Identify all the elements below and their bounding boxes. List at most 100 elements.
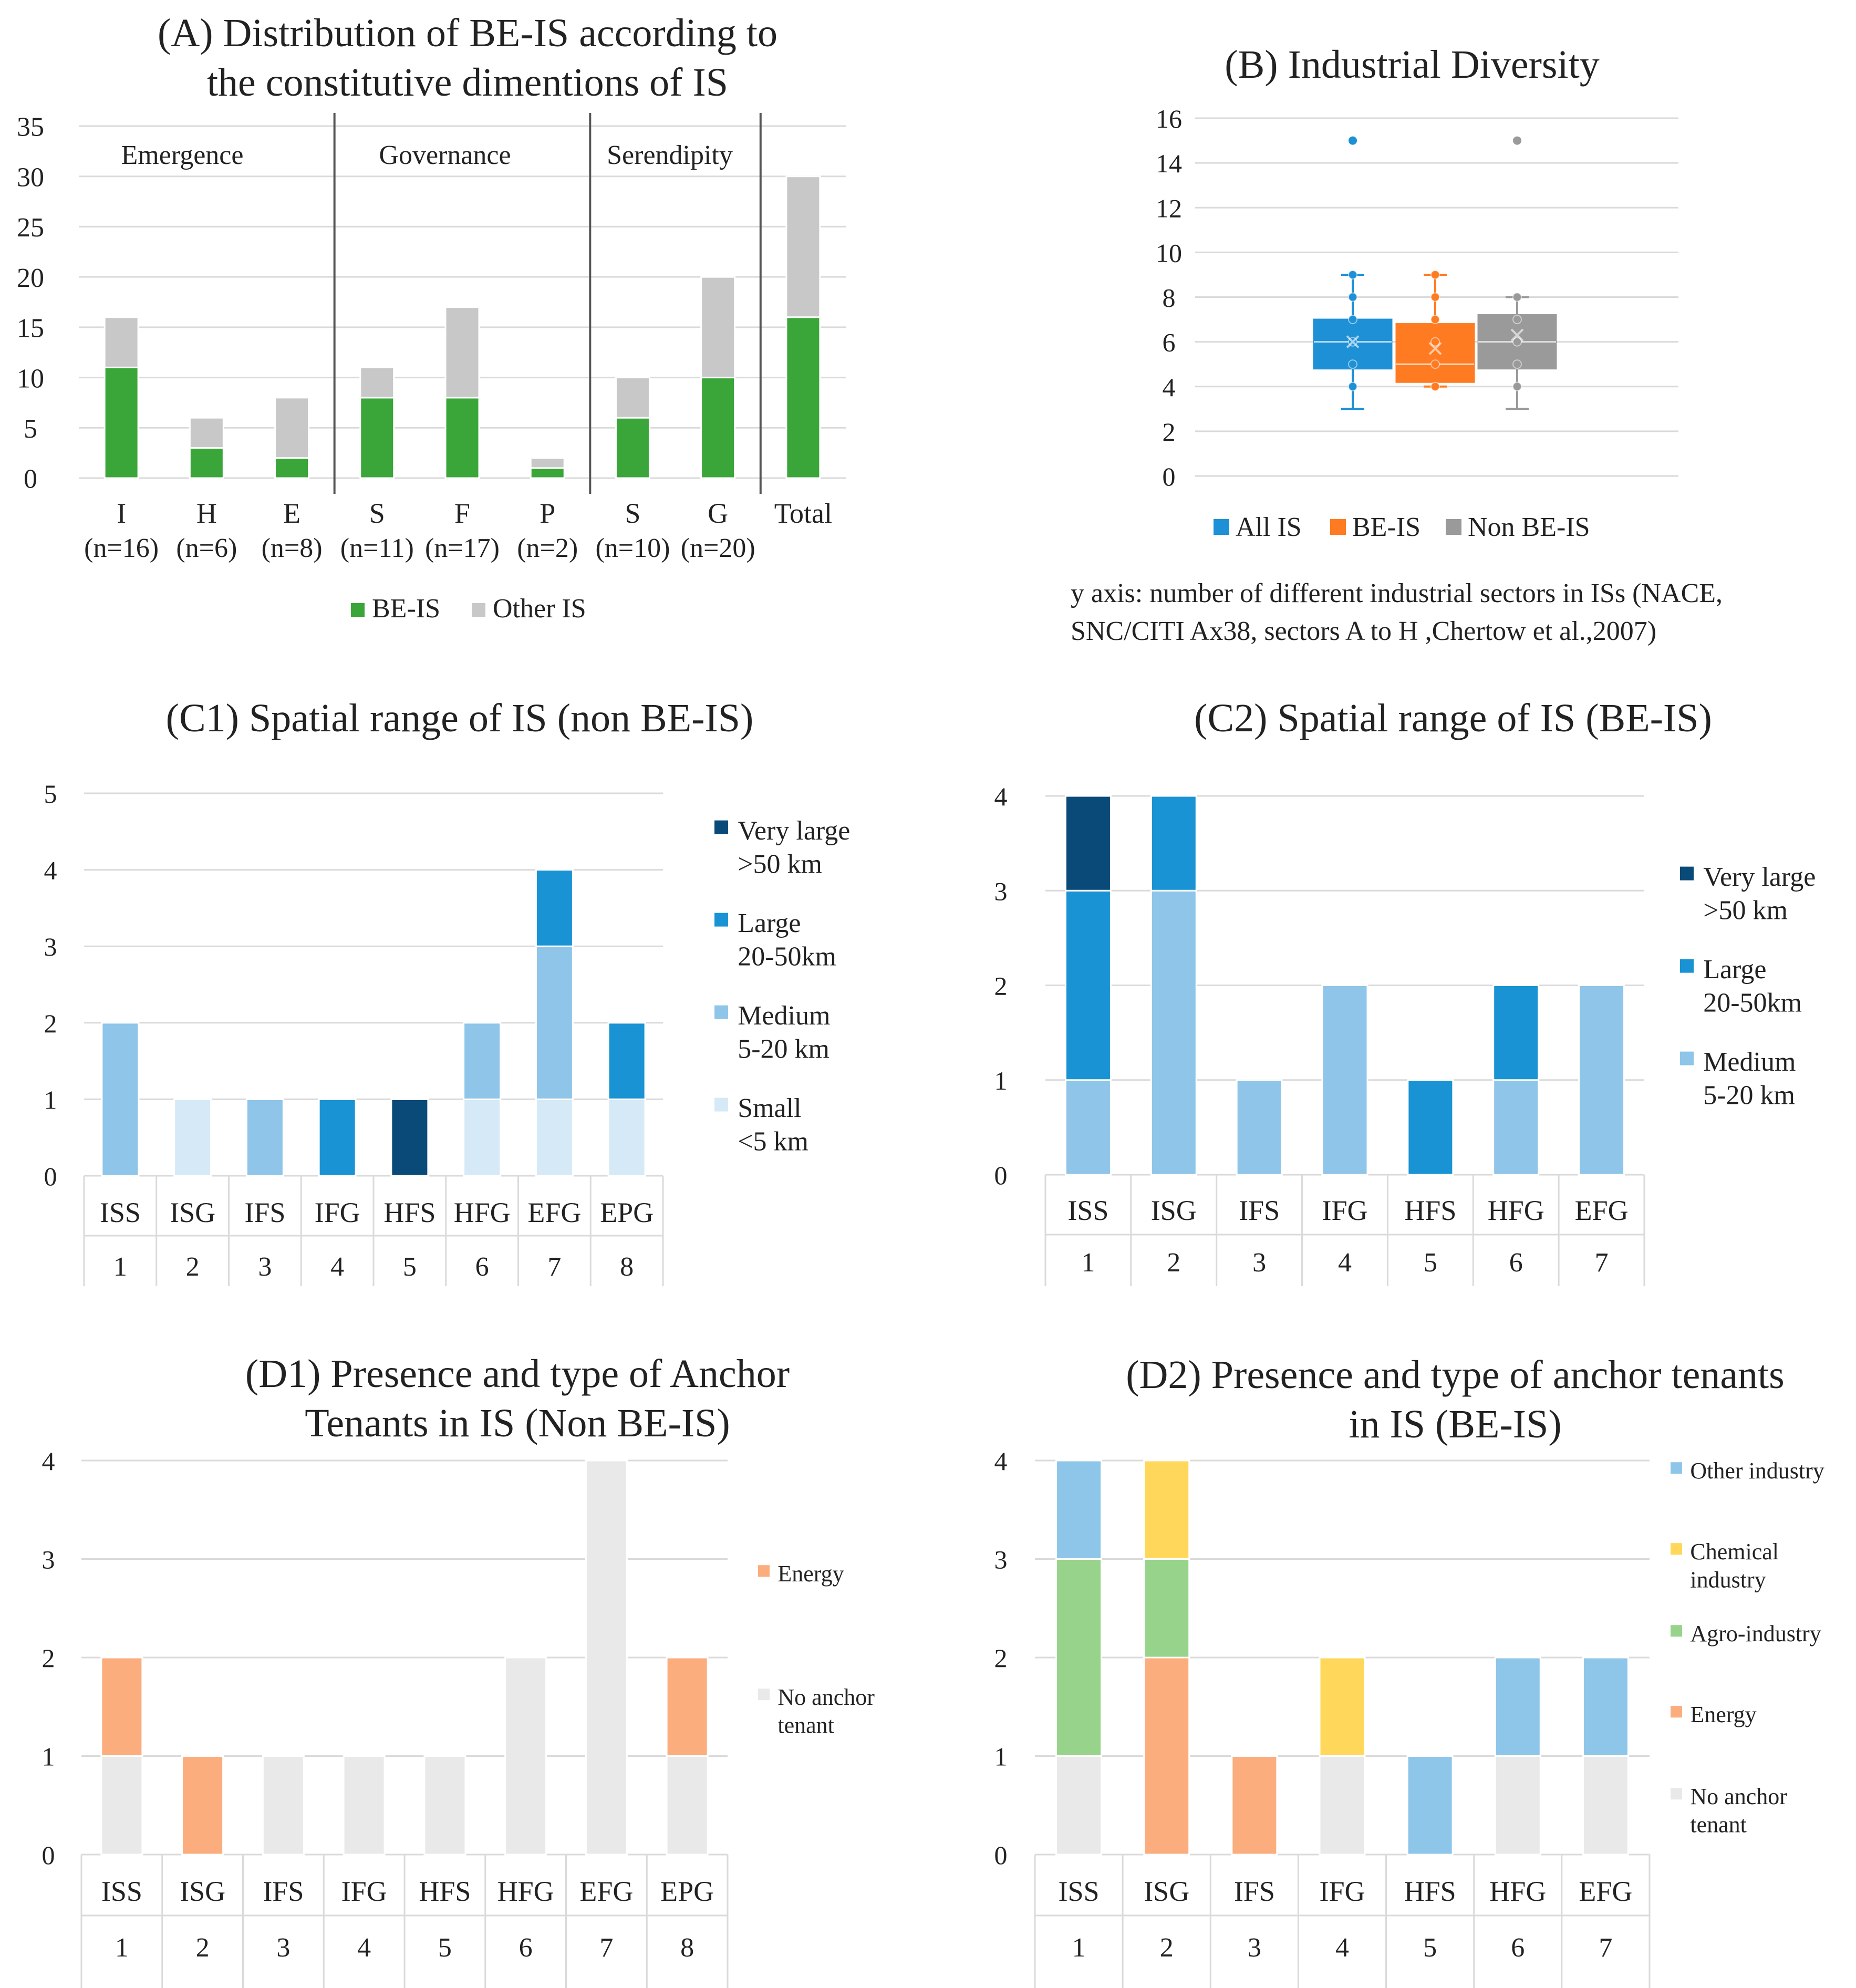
- bar-segment-medium-5-20-km: [101, 1022, 140, 1177]
- x-tick-sublabel: (n=11): [340, 533, 414, 563]
- x-tick-number: 1: [1072, 1933, 1086, 1963]
- x-tick-label: ISS: [100, 1197, 141, 1228]
- bar-segment-no-anchor-tenant: [1319, 1755, 1366, 1856]
- y-tick-label: 3: [42, 1545, 55, 1575]
- bar-segment-large-20-50km: [318, 1098, 357, 1177]
- chart-title: (C1) Spatial range of IS (non BE-IS): [166, 696, 754, 740]
- legend-swatch: [1680, 1051, 1694, 1065]
- bar-segment-energy: [100, 1656, 143, 1757]
- x-tick-label: HFS: [419, 1876, 471, 1907]
- caption-text: y axis: number of different industrial s…: [1071, 578, 1723, 608]
- box-plot: [1395, 270, 1475, 391]
- legend-label: industry: [1690, 1567, 1766, 1593]
- x-tick-label: EFG: [527, 1197, 581, 1228]
- y-tick-label: 5: [44, 779, 57, 809]
- legend-label: Large: [1703, 955, 1766, 985]
- x-tick-label: ISG: [1144, 1876, 1189, 1907]
- x-tick-label: HFG: [1488, 1195, 1544, 1226]
- x-tick-label: HFS: [1404, 1195, 1456, 1226]
- x-tick-label: ISG: [170, 1197, 215, 1228]
- bar-segment-no-anchor-tenant: [1582, 1755, 1629, 1856]
- legend-swatch: [1214, 519, 1229, 535]
- group-label: Serendipity: [607, 140, 733, 170]
- x-tick-number: 5: [438, 1933, 452, 1963]
- y-tick-label: 1: [42, 1742, 55, 1772]
- legend-swatch: [714, 1005, 728, 1019]
- y-tick-label: 2: [1163, 417, 1176, 447]
- bar-segment-other-is: [103, 316, 139, 368]
- x-tick-label: IFG: [315, 1197, 360, 1228]
- group-label: Emergence: [121, 140, 244, 170]
- y-tick-label: 5: [24, 414, 37, 444]
- bar-segment-large-20-50km: [1407, 1079, 1454, 1176]
- x-tick-label: HFS: [1404, 1876, 1456, 1907]
- legend-label: Large: [738, 908, 801, 938]
- bar-segment-medium-5-20-km: [1578, 985, 1625, 1176]
- data-point: [1430, 337, 1440, 347]
- legend-label: Energy: [1690, 1702, 1756, 1727]
- bar-segment-no-anchor-tenant: [1055, 1755, 1103, 1856]
- x-tick-number: 8: [620, 1252, 634, 1282]
- data-point: [1512, 337, 1522, 347]
- x-tick-number: 4: [357, 1933, 371, 1963]
- y-tick-label: 10: [17, 364, 44, 394]
- x-tick-number: 8: [680, 1933, 694, 1963]
- x-tick-number: 2: [1167, 1248, 1180, 1278]
- y-tick-label: 1: [994, 1742, 1008, 1772]
- bar-segment-other-is: [615, 377, 650, 419]
- legend-label: Non BE-IS: [1468, 512, 1590, 542]
- chart-a: (A) Distribution of BE-IS according to th…: [17, 11, 846, 624]
- x-tick-number: 4: [330, 1252, 344, 1282]
- bar-segment-large-20-50km: [1150, 795, 1197, 892]
- bar-segment-chemical-industry: [1319, 1656, 1366, 1757]
- legend-label: 20-50km: [738, 941, 836, 971]
- outlier-point: [1513, 136, 1521, 145]
- chart-title: (A) Distribution of BE-IS according to: [158, 11, 777, 55]
- x-tick-number: 5: [403, 1252, 417, 1282]
- legend-label: <5 km: [738, 1126, 808, 1156]
- data-point: [1430, 270, 1440, 279]
- legend-label: Other IS: [493, 594, 586, 624]
- legend-swatch: [1671, 1788, 1682, 1800]
- legend-swatch: [1446, 519, 1461, 535]
- bar-segment-very-large-50-km: [390, 1098, 429, 1177]
- data-point: [1430, 359, 1440, 369]
- data-point: [1348, 359, 1357, 369]
- bar-segment-no-anchor-tenant: [262, 1755, 305, 1856]
- bar-segment-medium-5-20-km: [1492, 1079, 1540, 1176]
- chart-title: (D1) Presence and type of Anchor: [245, 1352, 790, 1396]
- x-tick-label: ISG: [180, 1876, 225, 1907]
- y-tick-label: 1: [44, 1085, 57, 1114]
- y-tick-label: 10: [1156, 238, 1182, 267]
- x-tick-label: IFS: [1239, 1195, 1280, 1226]
- bar-segment-be-is: [359, 397, 395, 479]
- y-tick-label: 6: [1163, 328, 1176, 357]
- x-tick-number: 5: [1424, 1248, 1437, 1278]
- bar-segment-other-industry: [1494, 1656, 1541, 1757]
- chart-title: (B) Industrial Diversity: [1225, 43, 1599, 87]
- x-tick-label: P: [540, 498, 555, 529]
- legend-label: Agro-industry: [1690, 1621, 1821, 1647]
- y-tick-label: 0: [994, 1161, 1008, 1190]
- legend-label: BE-IS: [1352, 512, 1420, 542]
- data-point: [1348, 315, 1357, 325]
- x-tick-label: EPG: [660, 1876, 714, 1907]
- x-tick-number: 6: [475, 1252, 489, 1282]
- bar-segment-medium-5-20-km: [1064, 1079, 1112, 1176]
- y-tick-label: 0: [1163, 462, 1176, 491]
- bar-segment-energy: [1143, 1656, 1190, 1856]
- bar-segment-small-5-km: [173, 1098, 212, 1177]
- x-tick-sublabel: (n=17): [425, 533, 500, 563]
- bar-segment-no-anchor-tenant: [423, 1755, 466, 1856]
- legend-label: tenant: [777, 1713, 834, 1738]
- x-tick-number: 6: [1509, 1248, 1523, 1278]
- x-tick-label: H: [196, 498, 217, 529]
- outlier-point: [1349, 136, 1357, 145]
- bar-segment-no-anchor-tenant: [504, 1656, 547, 1856]
- bar-segment-be-is: [103, 366, 139, 479]
- y-tick-label: 0: [44, 1162, 57, 1191]
- bar-segment-medium-5-20-km: [1236, 1079, 1283, 1176]
- legend-swatch: [1680, 866, 1694, 881]
- x-tick-sublabel: (n=16): [84, 533, 159, 563]
- x-tick-label: F: [454, 498, 470, 529]
